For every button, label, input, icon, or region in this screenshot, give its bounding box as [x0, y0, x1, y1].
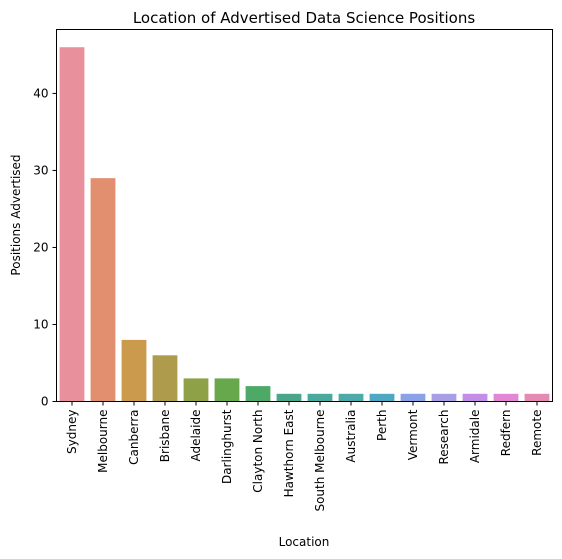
x-tick-label: Hawthorn East — [282, 409, 296, 497]
y-tick-label: 10 — [33, 317, 48, 331]
bar-hawthorn-east — [276, 393, 302, 402]
x-tick-label: Armidale — [468, 410, 482, 464]
x-tick-label: Remote — [530, 410, 544, 456]
bar-armidale — [462, 393, 488, 402]
y-tick-label: 20 — [33, 240, 48, 254]
x-tick-label: Sydney — [65, 410, 79, 454]
bar-darlinghurst — [214, 378, 240, 402]
bar-sydney — [59, 47, 85, 402]
bar-south-melbourne — [307, 393, 333, 402]
x-axis-label: Location — [279, 535, 330, 549]
x-tick-label: Perth — [375, 410, 389, 441]
bar-brisbane — [152, 355, 178, 402]
bar-remote — [524, 393, 550, 402]
y-tick-label: 30 — [33, 163, 48, 177]
x-tick-label: Adelaide — [189, 410, 203, 462]
bars-group — [59, 47, 550, 402]
x-tick-label: Australia — [344, 410, 358, 463]
bar-adelaide — [183, 378, 209, 402]
x-tick-label: Redfern — [499, 410, 513, 457]
y-axis-label: Positions Advertised — [9, 154, 23, 275]
plot-frame — [56, 29, 553, 402]
x-tick-label: Canberra — [127, 410, 141, 465]
bar-melbourne — [90, 178, 116, 402]
x-tick-label: Brisbane — [158, 410, 172, 463]
bar-australia — [338, 393, 364, 402]
x-axis: Sydney Melbourne Canberra Brisbane Adelaide D… — [65, 401, 544, 512]
bar-research — [431, 393, 457, 402]
x-tick-label: South Melbourne — [313, 410, 327, 512]
bar-clayton-north — [245, 386, 271, 402]
y-axis: 0 10 20 30 40 — [33, 86, 57, 409]
y-tick-label: 0 — [41, 395, 49, 409]
y-tick-label: 40 — [33, 86, 48, 100]
x-tick-label: Darlinghurst — [220, 409, 234, 484]
bar-redfern — [493, 393, 519, 402]
bar-perth — [369, 393, 395, 402]
x-tick-label: Research — [437, 410, 451, 465]
chart-title: Location of Advertised Data Science Posi… — [133, 9, 476, 27]
x-tick-label: Clayton North — [251, 410, 265, 493]
x-tick-label: Vermont — [406, 409, 420, 460]
bar-vermont — [400, 393, 426, 402]
bar-canberra — [121, 339, 147, 402]
x-tick-label: Melbourne — [96, 410, 110, 473]
